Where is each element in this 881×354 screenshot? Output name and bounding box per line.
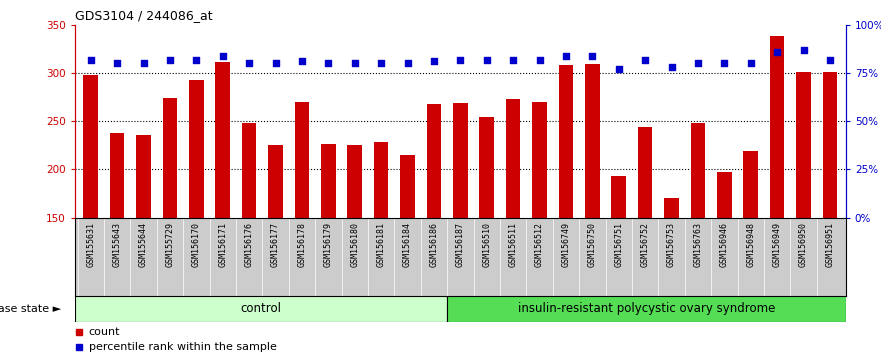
Text: GSM156751: GSM156751 bbox=[614, 222, 623, 267]
Text: GSM156512: GSM156512 bbox=[535, 222, 544, 267]
Bar bbox=[137, 135, 151, 354]
Point bbox=[242, 61, 256, 66]
Point bbox=[374, 61, 389, 66]
Point bbox=[401, 61, 415, 66]
Text: GSM156511: GSM156511 bbox=[508, 222, 518, 267]
Bar bbox=[796, 72, 811, 354]
Point bbox=[269, 61, 283, 66]
Bar bbox=[506, 99, 521, 354]
Bar bbox=[744, 151, 758, 354]
Text: GSM156763: GSM156763 bbox=[693, 222, 702, 267]
Text: insulin-resistant polycystic ovary syndrome: insulin-resistant polycystic ovary syndr… bbox=[518, 302, 775, 315]
Bar bbox=[163, 98, 177, 354]
Text: GSM156170: GSM156170 bbox=[192, 222, 201, 267]
Bar bbox=[75, 296, 447, 322]
Point bbox=[163, 57, 177, 62]
Bar bbox=[426, 104, 441, 354]
Text: GSM156949: GSM156949 bbox=[773, 222, 781, 267]
Point bbox=[717, 61, 731, 66]
Bar bbox=[532, 102, 547, 354]
Bar bbox=[400, 155, 415, 354]
Text: GSM156749: GSM156749 bbox=[561, 222, 570, 267]
Bar bbox=[638, 127, 653, 354]
Point bbox=[770, 49, 784, 55]
Bar bbox=[110, 133, 124, 354]
Text: GSM156946: GSM156946 bbox=[720, 222, 729, 267]
Text: GSM156510: GSM156510 bbox=[482, 222, 492, 267]
Point bbox=[691, 61, 705, 66]
Bar bbox=[585, 64, 600, 354]
Point bbox=[348, 61, 362, 66]
Bar bbox=[770, 36, 784, 354]
Text: GSM156186: GSM156186 bbox=[429, 222, 439, 267]
Point bbox=[479, 57, 493, 62]
Text: GSM156753: GSM156753 bbox=[667, 222, 676, 267]
Text: GSM155631: GSM155631 bbox=[86, 222, 95, 267]
Bar bbox=[84, 75, 98, 354]
Text: GSM156178: GSM156178 bbox=[298, 222, 307, 267]
Text: GSM156187: GSM156187 bbox=[455, 222, 465, 267]
Bar bbox=[347, 145, 362, 354]
Text: GSM156181: GSM156181 bbox=[376, 222, 386, 267]
Bar bbox=[268, 145, 283, 354]
Point bbox=[295, 59, 309, 64]
Text: GSM156180: GSM156180 bbox=[351, 222, 359, 267]
Text: GSM156951: GSM156951 bbox=[825, 222, 834, 267]
Point bbox=[611, 66, 626, 72]
Text: percentile rank within the sample: percentile rank within the sample bbox=[89, 342, 277, 352]
Text: GDS3104 / 244086_at: GDS3104 / 244086_at bbox=[75, 9, 212, 22]
Text: GSM156171: GSM156171 bbox=[218, 222, 227, 267]
Bar bbox=[321, 144, 336, 354]
Text: GSM156752: GSM156752 bbox=[640, 222, 649, 267]
Point bbox=[84, 57, 98, 62]
Point bbox=[585, 53, 599, 58]
Text: GSM156179: GSM156179 bbox=[324, 222, 333, 267]
Text: GSM155644: GSM155644 bbox=[139, 222, 148, 267]
Point bbox=[137, 61, 151, 66]
Bar bbox=[453, 103, 468, 354]
Text: GSM156176: GSM156176 bbox=[245, 222, 254, 267]
Text: GSM156950: GSM156950 bbox=[799, 222, 808, 267]
Text: GSM156177: GSM156177 bbox=[271, 222, 280, 267]
Bar bbox=[559, 65, 574, 354]
Point bbox=[110, 61, 124, 66]
Bar bbox=[294, 102, 309, 354]
Text: control: control bbox=[241, 302, 281, 315]
Point bbox=[189, 57, 204, 62]
Bar bbox=[717, 172, 731, 354]
Point bbox=[216, 53, 230, 58]
Bar bbox=[823, 72, 837, 354]
Point bbox=[664, 64, 678, 70]
Bar bbox=[216, 62, 230, 354]
Bar bbox=[242, 123, 256, 354]
Bar bbox=[189, 80, 204, 354]
Bar bbox=[611, 176, 626, 354]
Bar bbox=[691, 123, 705, 354]
Point bbox=[823, 57, 837, 62]
Text: disease state ►: disease state ► bbox=[0, 304, 62, 314]
Bar bbox=[664, 198, 678, 354]
Point bbox=[559, 53, 573, 58]
Text: count: count bbox=[89, 327, 121, 337]
Point bbox=[453, 57, 467, 62]
Text: GSM155729: GSM155729 bbox=[166, 222, 174, 267]
Point bbox=[506, 57, 520, 62]
Text: GSM155643: GSM155643 bbox=[113, 222, 122, 267]
Point bbox=[744, 61, 758, 66]
Bar bbox=[479, 118, 494, 354]
Point bbox=[638, 57, 652, 62]
Bar bbox=[374, 142, 389, 354]
Text: GSM156184: GSM156184 bbox=[403, 222, 412, 267]
Text: GSM156750: GSM156750 bbox=[588, 222, 596, 267]
Point bbox=[532, 57, 546, 62]
Bar bbox=[447, 296, 846, 322]
Text: GSM156948: GSM156948 bbox=[746, 222, 755, 267]
Point bbox=[427, 59, 441, 64]
Point bbox=[322, 61, 336, 66]
Point bbox=[796, 47, 811, 53]
